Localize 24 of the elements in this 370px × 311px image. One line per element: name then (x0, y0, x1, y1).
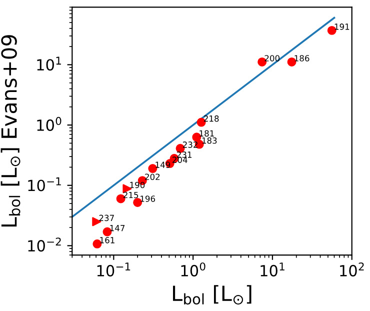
annotation: 196 (140, 196, 156, 202)
y-tick-label: 10$^{1}$ (37, 56, 61, 71)
x-tick-label: 10$^{2}$ (340, 262, 364, 276)
annotation: 147 (110, 225, 125, 232)
annotation: 183 (202, 137, 217, 144)
y-tick-label: 10$^{−1}$ (28, 177, 61, 192)
annotation: 190 (130, 182, 145, 188)
annotation: 237 (99, 214, 114, 222)
x-tick-label: 10$^{−1}$ (97, 262, 130, 276)
annotation: 218 (204, 115, 219, 122)
annotation: 191 (334, 24, 350, 30)
y-tick-label: 10$^{−2}$ (28, 238, 61, 252)
y-tick-label: 10$^{0}$ (37, 116, 62, 131)
y-axis-title: L$_{bol}$ [L$_{⊙}$] Evans+09 (0, 35, 20, 227)
annotation: 181 (200, 130, 214, 137)
annotation: 231 (176, 152, 192, 158)
x-tick-label: 10$^{0}$ (181, 262, 206, 276)
annotation: 215 (124, 192, 138, 198)
x-axis-title: L$_{bol}$ [L$_{⊙}$] (173, 285, 252, 305)
x-tick-label: 10$^{1}$ (260, 262, 284, 276)
annotation: 161 (100, 237, 114, 244)
annotation: 186 (294, 55, 310, 62)
annotation: 202 (145, 174, 160, 180)
annotation: 200 (264, 55, 280, 62)
